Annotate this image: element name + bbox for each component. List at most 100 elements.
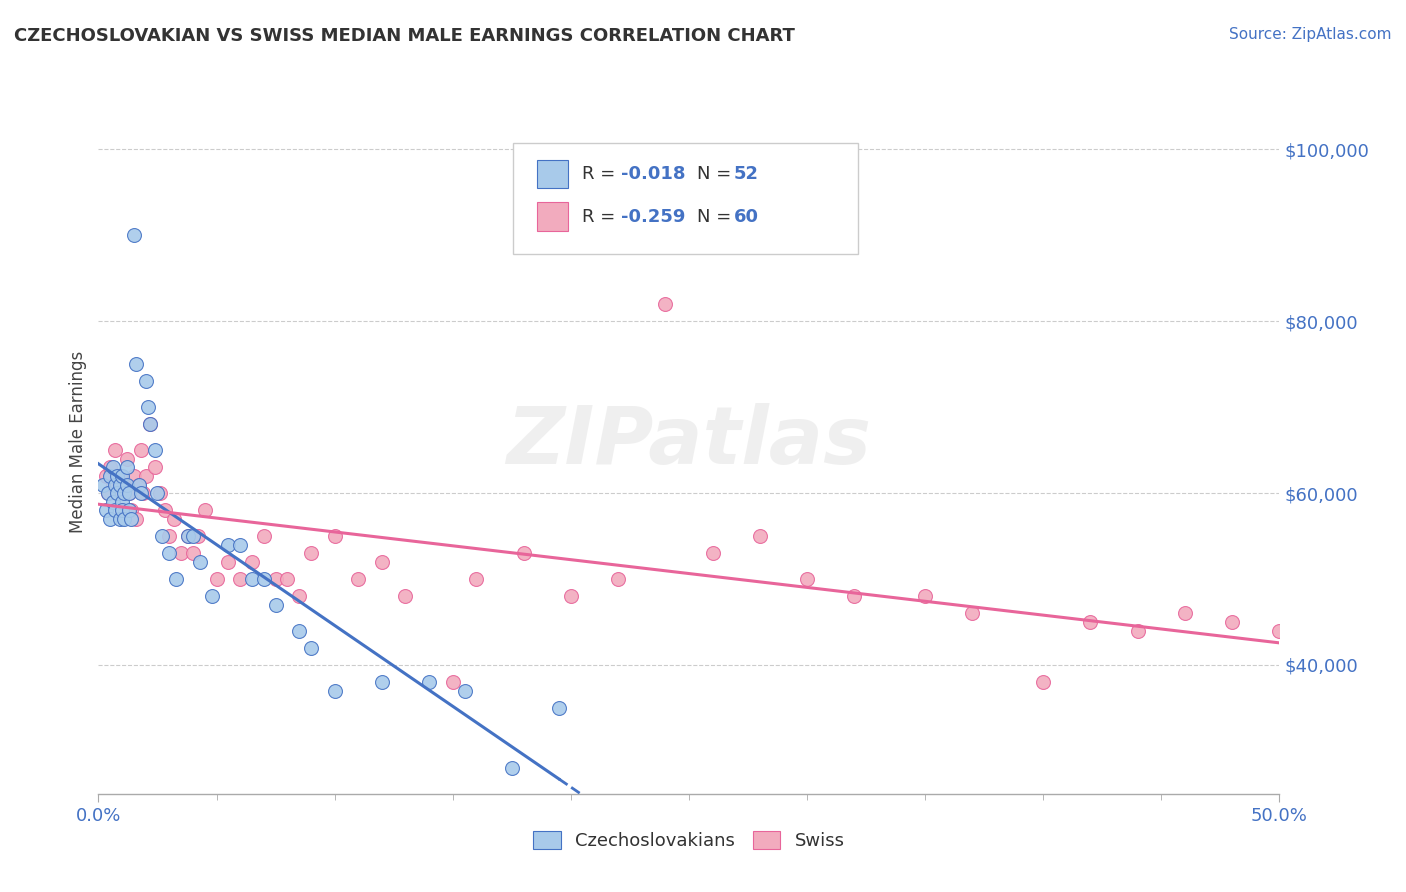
- Point: [394, 589, 416, 603]
- Point: [264, 572, 287, 586]
- Point: [194, 503, 217, 517]
- Point: [94, 503, 117, 517]
- Y-axis label: Median Male Earnings: Median Male Earnings: [69, 351, 87, 533]
- Point: [112, 477, 135, 491]
- Point: [188, 555, 211, 569]
- Point: [129, 486, 152, 500]
- Point: [217, 538, 239, 552]
- Text: ZIPatlas: ZIPatlas: [506, 402, 872, 481]
- Text: CZECHOSLOVAKIAN VS SWISS MEDIAN MALE EARNINGS CORRELATION CHART: CZECHOSLOVAKIAN VS SWISS MEDIAN MALE EAR…: [14, 27, 794, 45]
- Point: [201, 589, 224, 603]
- Point: [101, 477, 124, 491]
- Point: [288, 624, 311, 638]
- Point: [654, 297, 676, 311]
- Point: [118, 503, 141, 517]
- Point: [143, 443, 166, 458]
- Point: [104, 477, 127, 491]
- Point: [253, 529, 276, 543]
- Point: [118, 486, 141, 500]
- Point: [94, 469, 117, 483]
- Point: [105, 486, 128, 500]
- Point: [702, 546, 724, 560]
- Point: [371, 555, 394, 569]
- Point: [105, 469, 128, 483]
- Text: -0.259: -0.259: [621, 208, 686, 226]
- Text: Source: ZipAtlas.com: Source: ZipAtlas.com: [1229, 27, 1392, 42]
- Point: [607, 572, 630, 586]
- Point: [111, 503, 134, 517]
- Point: [135, 469, 157, 483]
- Point: [163, 512, 186, 526]
- Point: [98, 469, 121, 483]
- Point: [276, 572, 298, 586]
- Point: [217, 555, 239, 569]
- Point: [264, 598, 287, 612]
- Point: [796, 572, 818, 586]
- Point: [111, 503, 134, 517]
- Point: [98, 460, 121, 475]
- Text: -0.018: -0.018: [621, 165, 686, 183]
- Point: [143, 460, 166, 475]
- Text: 52: 52: [734, 165, 759, 183]
- Point: [97, 486, 120, 500]
- Point: [111, 469, 134, 483]
- Text: R =: R =: [582, 208, 621, 226]
- Point: [177, 529, 200, 543]
- Text: 60: 60: [734, 208, 759, 226]
- Legend: Czechoslovakians, Swiss: Czechoslovakians, Swiss: [529, 825, 849, 855]
- Point: [108, 512, 131, 526]
- Point: [139, 417, 162, 432]
- Point: [149, 486, 172, 500]
- Point: [240, 555, 263, 569]
- Point: [101, 460, 124, 475]
- Point: [128, 477, 150, 491]
- Point: [323, 683, 346, 698]
- Point: [1126, 624, 1149, 638]
- Point: [132, 486, 155, 500]
- Point: [512, 546, 534, 560]
- Point: [104, 503, 127, 517]
- Point: [165, 572, 187, 586]
- Point: [299, 546, 322, 560]
- Point: [135, 375, 157, 389]
- Point: [288, 589, 311, 603]
- Point: [177, 529, 200, 543]
- Point: [157, 546, 180, 560]
- Point: [129, 443, 152, 458]
- Point: [205, 572, 228, 586]
- Point: [121, 512, 143, 526]
- Point: [962, 607, 984, 621]
- Point: [128, 477, 150, 491]
- Point: [453, 683, 475, 698]
- Point: [101, 494, 124, 508]
- Point: [105, 486, 128, 500]
- Point: [97, 486, 120, 500]
- Point: [112, 512, 135, 526]
- Point: [125, 512, 148, 526]
- Point: [1032, 675, 1054, 690]
- Point: [115, 451, 138, 466]
- Point: [108, 469, 131, 483]
- Point: [323, 529, 346, 543]
- Point: [146, 486, 169, 500]
- Point: [187, 529, 209, 543]
- Point: [560, 589, 582, 603]
- Point: [371, 675, 394, 690]
- Point: [347, 572, 370, 586]
- Point: [112, 486, 135, 500]
- Point: [108, 477, 131, 491]
- Point: [1080, 615, 1102, 629]
- Text: N =: N =: [697, 165, 737, 183]
- Point: [501, 761, 523, 775]
- Point: [115, 477, 138, 491]
- Point: [153, 503, 176, 517]
- Text: N =: N =: [697, 208, 737, 226]
- Point: [1268, 624, 1291, 638]
- Point: [157, 529, 180, 543]
- Point: [170, 546, 193, 560]
- Point: [139, 417, 162, 432]
- Point: [115, 460, 138, 475]
- Point: [299, 640, 322, 655]
- Point: [844, 589, 866, 603]
- Point: [111, 494, 134, 508]
